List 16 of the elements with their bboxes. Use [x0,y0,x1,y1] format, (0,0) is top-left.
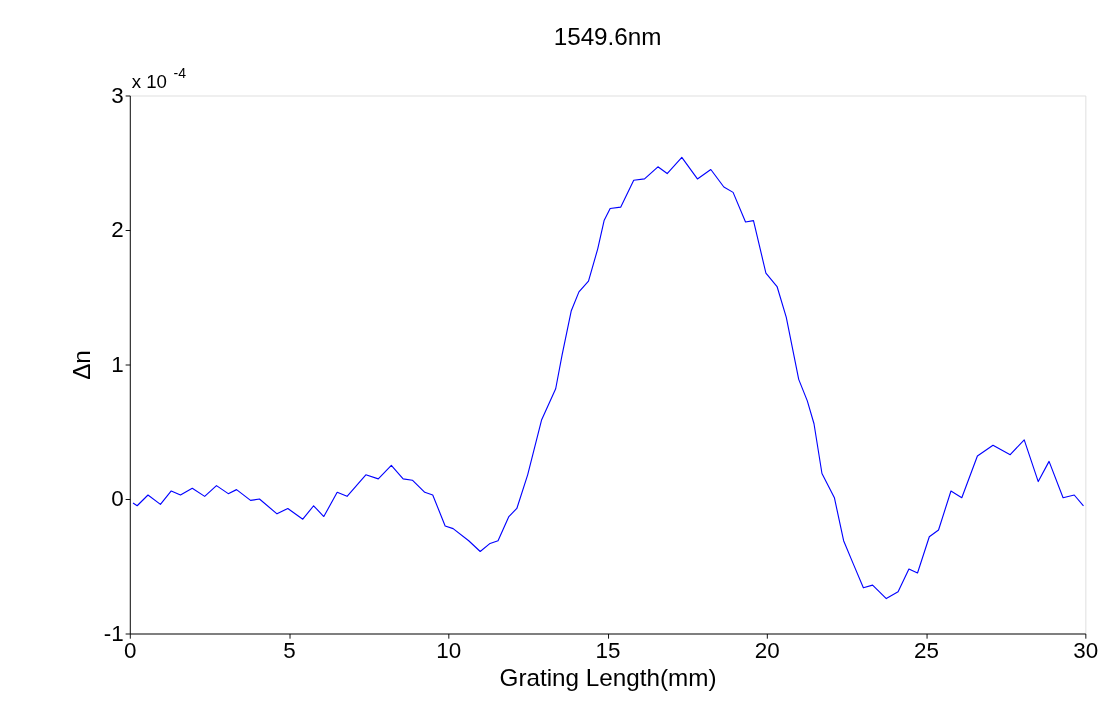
line-series [132,156,1085,600]
x-tick-label: 20 [754,638,780,664]
text: x 10-4 [131,64,187,93]
x-tick-label: 15 [595,638,621,664]
chart-title: 1549.6nm [553,23,662,51]
x-tick-label: 10 [436,638,462,664]
x-tick-label: 5 [283,638,296,664]
x-axis-title: Grating Length(mm) [499,664,717,692]
x-tick-label: 25 [914,638,940,664]
y-tick-label: 1 [111,351,124,377]
y-axis-title: Δn [67,350,95,380]
y-tick-label: 3 [111,82,124,108]
x-tick-label: 30 [1073,638,1099,664]
y-tick-label: 2 [111,217,124,243]
y-tick-label: -1 [103,620,124,646]
y-tick-label: 0 [111,486,124,512]
